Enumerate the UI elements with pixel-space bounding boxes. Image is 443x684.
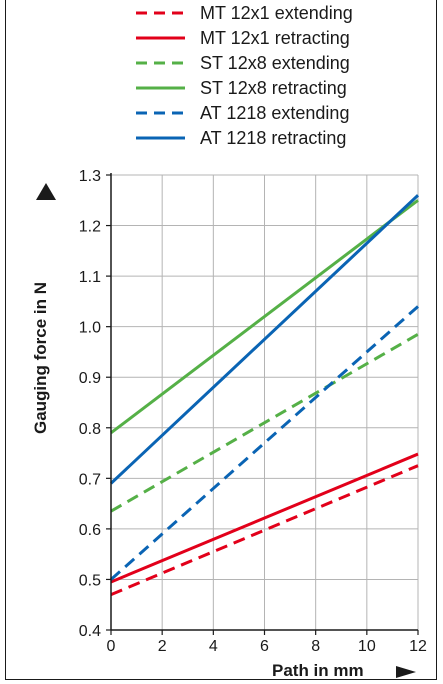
series-line xyxy=(110,199,419,435)
x-tick-label: 0 xyxy=(107,638,116,655)
series-line xyxy=(110,452,419,584)
chart-frame xyxy=(5,0,437,680)
x-tick-label: 6 xyxy=(260,638,269,655)
y-tick-label: 0.9 xyxy=(79,370,101,387)
series-line xyxy=(110,464,419,596)
x-tick-label: 8 xyxy=(311,638,320,655)
axes xyxy=(106,173,419,635)
x-tick-label: 10 xyxy=(358,638,376,655)
legend-label: MT 12x1 extending xyxy=(200,3,353,23)
series-line xyxy=(110,305,419,581)
y-tick-label: 1.1 xyxy=(79,269,101,286)
x-tick-label: 12 xyxy=(409,638,427,655)
y-tick-label: 1.0 xyxy=(79,320,101,337)
axis-titles: Gauging force in N Path in mm xyxy=(31,183,416,680)
legend-label: ST 12x8 extending xyxy=(200,53,350,73)
y-tick-label: 0.7 xyxy=(79,471,101,488)
y-tick-label: 0.5 xyxy=(79,572,101,589)
y-tick-label: 0.4 xyxy=(79,623,101,640)
legend-label: ST 12x8 retracting xyxy=(200,78,347,98)
y-tick-label: 0.8 xyxy=(79,421,101,438)
legend-label: AT 1218 retracting xyxy=(200,128,346,148)
x-axis-arrow-icon xyxy=(396,666,416,678)
series-line xyxy=(109,194,420,485)
x-tick-label: 2 xyxy=(158,638,167,655)
y-tick-label: 1.3 xyxy=(79,168,101,185)
legend: MT 12x1 extending MT 12x1 retracting ST 12… xyxy=(136,3,353,148)
grid xyxy=(110,174,419,631)
y-axis-title: Gauging force in N xyxy=(31,282,50,434)
y-axis-arrow-icon xyxy=(36,183,56,200)
series-line xyxy=(110,332,419,513)
series-lines xyxy=(109,194,420,596)
tick-labels: 0.4 0.5 0.6 0.7 0.8 0.9 1.0 1.1 1.2 1.3 0 2 4 6 8 10 12 xyxy=(79,168,427,655)
legend-label: AT 1218 extending xyxy=(200,103,349,123)
y-tick-label: 1.2 xyxy=(79,219,101,236)
x-axis-title: Path in mm xyxy=(272,661,364,680)
y-tick-label: 0.6 xyxy=(79,522,101,539)
legend-label: MT 12x1 retracting xyxy=(200,28,350,48)
x-tick-label: 4 xyxy=(209,638,218,655)
